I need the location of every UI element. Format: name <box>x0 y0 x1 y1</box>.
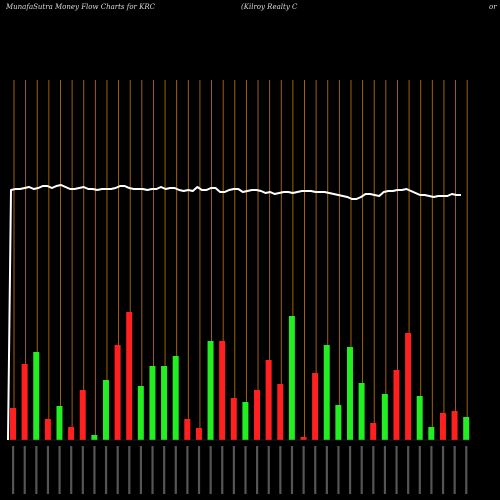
money-flow-bar <box>358 383 365 440</box>
money-flow-bar <box>265 360 272 440</box>
tick-label <box>348 446 352 494</box>
tick-label <box>139 446 143 494</box>
tick-label <box>104 446 108 494</box>
money-flow-bar <box>137 386 144 440</box>
money-flow-bar <box>91 435 98 440</box>
money-flow-bar <box>323 345 330 440</box>
tick-label <box>186 446 189 494</box>
tick-label <box>244 446 247 494</box>
tick-label <box>12 446 15 494</box>
chart-title-tail: or <box>489 3 497 11</box>
money-flow-bar <box>405 333 412 440</box>
money-flow-bar <box>161 366 168 440</box>
tick-label <box>174 446 177 494</box>
money-flow-bar <box>277 384 284 440</box>
money-flow-bar <box>428 427 435 440</box>
tick-label <box>256 446 259 494</box>
tick-label <box>314 446 317 494</box>
money-flow-bar <box>207 341 214 440</box>
money-flow-bar <box>149 366 156 440</box>
money-flow-bar <box>68 427 75 440</box>
chart-title-company: (Kilroy Realty C <box>241 3 298 11</box>
tick-label <box>337 446 340 494</box>
tick-label <box>70 446 73 494</box>
tick-label <box>81 446 84 494</box>
tick-label <box>58 446 61 494</box>
tick-label <box>465 446 468 494</box>
money-flow-bar <box>102 380 109 440</box>
tick-label <box>23 446 26 494</box>
tick-label <box>116 446 119 494</box>
money-flow-bar <box>195 428 202 440</box>
money-flow-bar <box>21 364 28 440</box>
tick-label <box>418 446 421 494</box>
money-flow-line <box>7 184 461 441</box>
money-flow-bar <box>56 406 63 440</box>
tick-label <box>151 446 154 494</box>
money-flow-bar <box>44 419 51 440</box>
money-flow-bar <box>126 312 133 440</box>
money-flow-bar <box>393 370 400 440</box>
tick-label <box>360 446 363 494</box>
tick-label <box>453 446 456 494</box>
tick-label <box>128 446 131 494</box>
tick-label <box>267 446 270 494</box>
tick-label <box>441 446 445 494</box>
tick-label <box>395 446 398 494</box>
chart-title: MunafaSutra Money Flow Charts for KRC <box>6 3 155 11</box>
money-flow-bar <box>416 396 423 440</box>
money-flow-bar <box>335 405 342 440</box>
tick-label <box>302 446 305 494</box>
tick-label <box>372 446 375 494</box>
money-flow-bar <box>219 341 226 440</box>
money-flow-bar <box>370 423 377 440</box>
money-flow-bar <box>184 419 191 440</box>
tick-label <box>325 446 328 494</box>
tick-label <box>35 446 38 494</box>
money-flow-bar <box>288 316 295 440</box>
money-flow-bar <box>300 437 307 440</box>
money-flow-bar <box>242 402 249 440</box>
tick-label <box>232 446 235 494</box>
tick-label <box>221 446 224 494</box>
tick-label <box>163 446 166 494</box>
tick-label <box>279 446 282 494</box>
money-flow-bar <box>346 347 353 440</box>
money-flow-bar <box>172 356 179 440</box>
money-flow-bar <box>312 373 319 440</box>
tick-label <box>197 446 201 494</box>
money-flow-bar <box>79 390 86 440</box>
money-flow-bar <box>254 390 261 440</box>
tick-label <box>46 446 50 494</box>
tick-label <box>290 446 294 494</box>
money-flow-bar <box>230 398 237 440</box>
tick-label <box>209 446 212 494</box>
tick-label <box>407 446 410 494</box>
money-flow-bar <box>33 352 40 440</box>
money-flow-bar <box>463 417 470 440</box>
money-flow-bar <box>114 345 121 440</box>
money-flow-bar <box>451 411 458 440</box>
money-flow-bar <box>10 408 16 440</box>
money-flow-bar <box>381 394 388 440</box>
tick-label <box>383 446 387 494</box>
tick-label <box>93 446 96 494</box>
tick-label <box>430 446 433 494</box>
money-flow-bar <box>439 413 446 440</box>
